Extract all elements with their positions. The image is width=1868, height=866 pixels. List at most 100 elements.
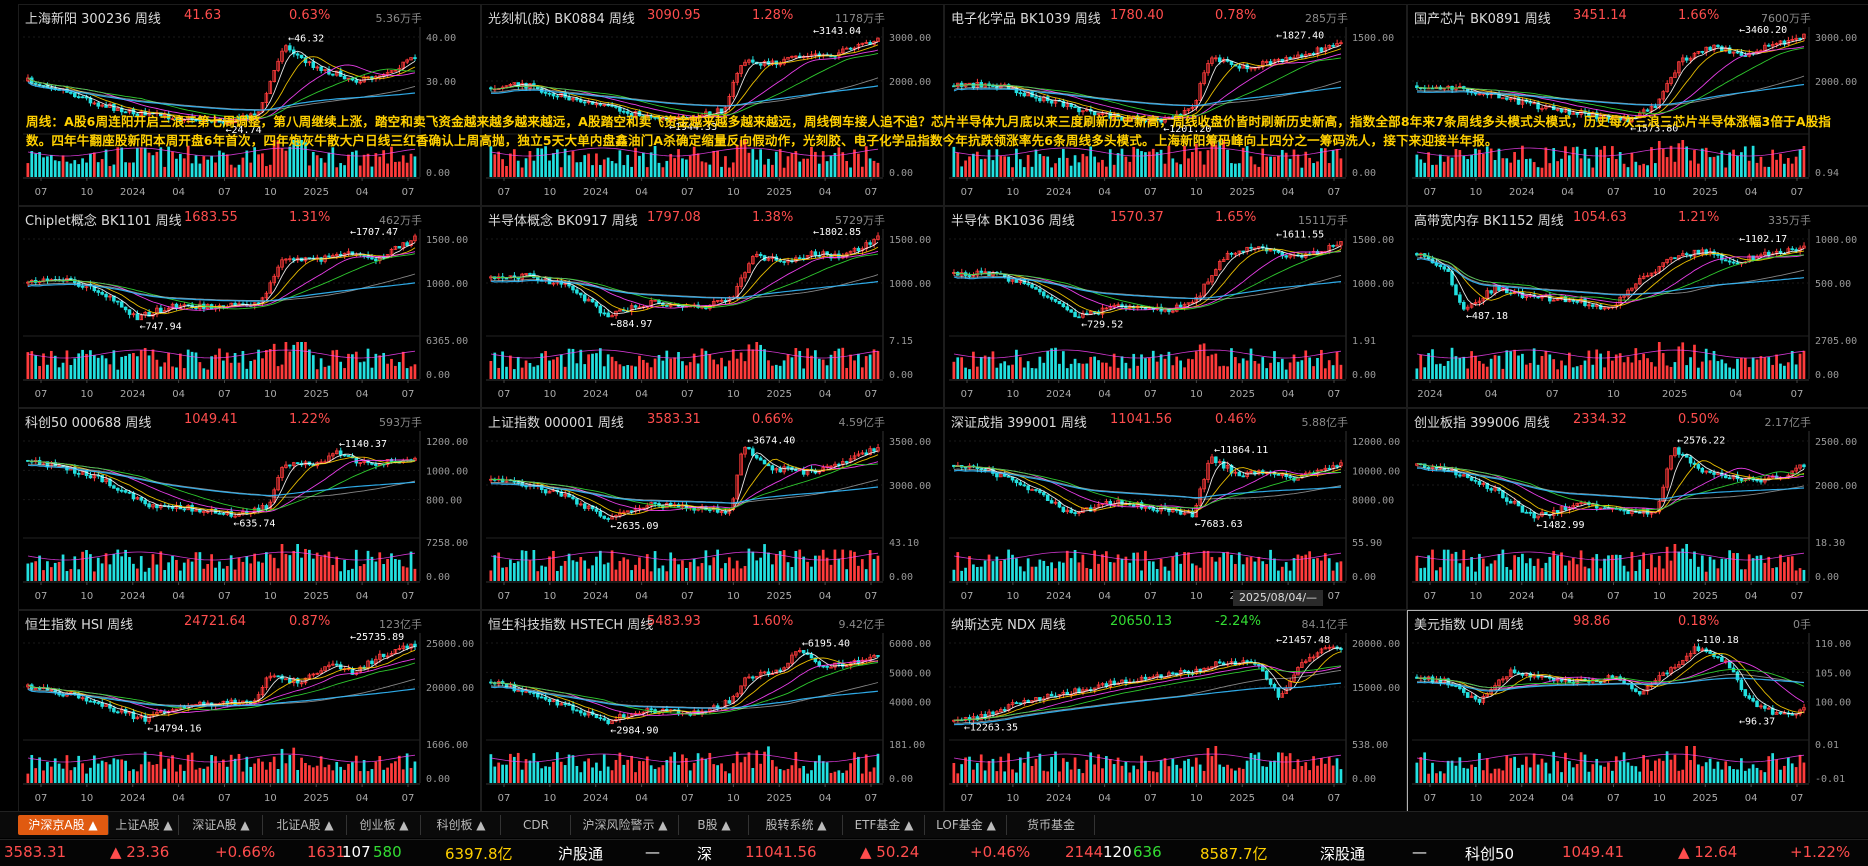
- x-tick-label: 07: [35, 793, 48, 804]
- high-marker: ←11864.11: [1214, 445, 1268, 456]
- market-tab[interactable]: 北证A股 ▲: [264, 815, 347, 835]
- x-tick-label: 04: [1561, 591, 1574, 602]
- y-tick-label: 1000.00: [426, 466, 468, 477]
- sh-flat-count: 107: [342, 843, 371, 861]
- volume-tick-label: 0.00: [889, 774, 913, 785]
- y-tick-label: 1000.00: [889, 279, 931, 290]
- x-tick-label: 10: [1007, 187, 1020, 198]
- low-marker: ←7683.63: [1195, 519, 1243, 530]
- hgt-label[interactable]: 沪股通: [558, 843, 603, 864]
- x-tick-label: 2025: [767, 591, 792, 602]
- x-tick-label: 10: [727, 389, 740, 400]
- moving-average-line: [954, 683, 1341, 725]
- market-tab[interactable]: 沪深风险警示 ▲: [572, 815, 679, 835]
- x-tick-label: 2025: [767, 187, 792, 198]
- volume-tick-label: 0.00: [1815, 572, 1839, 583]
- y-tick-label: 110.00: [1815, 639, 1851, 650]
- market-tab[interactable]: 科创板 ▲: [422, 815, 501, 835]
- moving-average-line: [28, 252, 415, 311]
- x-tick-label: 07: [402, 389, 415, 400]
- y-tick-label: 1200.00: [426, 437, 468, 448]
- market-tab[interactable]: 沪深京A股 ▲: [18, 815, 109, 835]
- x-tick-label: 04: [1098, 793, 1111, 804]
- x-tick-label: 07: [1144, 793, 1157, 804]
- market-tab[interactable]: 货币基金: [1008, 815, 1095, 835]
- market-tab[interactable]: 深证A股 ▲: [180, 815, 263, 835]
- x-tick-label: 04: [1485, 389, 1498, 400]
- x-tick-label: 10: [264, 591, 277, 602]
- x-tick-label: 2024: [1509, 187, 1534, 198]
- volume-tick-label: 1.91: [1352, 336, 1376, 347]
- moving-average-line: [28, 647, 415, 718]
- x-tick-label: 07: [1144, 591, 1157, 602]
- x-tick-label: 07: [865, 389, 878, 400]
- moving-average-line: [954, 246, 1341, 315]
- high-marker: ←110.18: [1697, 635, 1739, 646]
- market-tab[interactable]: 创业板 ▲: [348, 815, 421, 835]
- high-marker: ←46.32: [288, 34, 324, 45]
- x-tick-label: 04: [356, 793, 369, 804]
- volume-bars: [953, 343, 1343, 379]
- low-marker: ←1482.99: [1536, 520, 1584, 531]
- volume-tick-label: 0.00: [889, 370, 913, 381]
- market-tab[interactable]: 股转系统 ▲: [750, 815, 843, 835]
- x-tick-label: 04: [1098, 389, 1111, 400]
- market-tab[interactable]: ETF基金 ▲: [844, 815, 925, 835]
- x-tick-label: 07: [498, 591, 511, 602]
- annotation-text: 周线：A股6周连阳开启三浪三第七周调整，第八周继续上涨，踏空和卖飞资金越来越多越…: [26, 112, 1842, 150]
- x-tick-label: 2025: [767, 793, 792, 804]
- x-tick-label: 07: [865, 591, 878, 602]
- x-tick-label: 07: [1607, 187, 1620, 198]
- volume-tick-label: 0.00: [1352, 572, 1376, 583]
- high-marker: ←2576.22: [1677, 436, 1725, 447]
- x-tick-label: 07: [681, 591, 694, 602]
- x-tick-label: 07: [35, 187, 48, 198]
- x-tick-label: 07: [402, 591, 415, 602]
- x-tick-label: 07: [1144, 389, 1157, 400]
- x-tick-label: 04: [172, 187, 185, 198]
- x-tick-label: 2024: [120, 793, 145, 804]
- x-tick-label: 10: [544, 389, 557, 400]
- x-tick-label: 10: [544, 187, 557, 198]
- high-marker: ←3674.40: [747, 435, 795, 446]
- sgt-label[interactable]: 深股通: [1320, 843, 1365, 864]
- market-tab[interactable]: LOF基金 ▲: [926, 815, 1007, 835]
- sz-index-price: 11041.56: [745, 843, 817, 861]
- market-tab[interactable]: CDR: [502, 815, 571, 835]
- high-marker: ←1611.55: [1276, 229, 1324, 240]
- volume-tick-label: 538.00: [1352, 740, 1388, 751]
- x-tick-label: 04: [1561, 793, 1574, 804]
- market-tab[interactable]: B股 ▲: [680, 815, 749, 835]
- market-tab[interactable]: 上证A股 ▲: [110, 815, 179, 835]
- y-tick-label: 3500.00: [889, 437, 931, 448]
- y-tick-label: 10000.00: [1352, 466, 1400, 477]
- x-tick-label: 10: [1190, 591, 1203, 602]
- x-tick-label: 10: [1653, 793, 1666, 804]
- volume-tick-label: 18.30: [1815, 538, 1845, 549]
- volume-tick-label: 2705.00: [1815, 336, 1857, 347]
- low-marker: ←747.94: [139, 322, 181, 333]
- low-marker: ←12263.35: [964, 723, 1018, 734]
- x-tick-label: 07: [681, 389, 694, 400]
- x-tick-label: 07: [218, 793, 231, 804]
- moving-average-line: [28, 283, 415, 301]
